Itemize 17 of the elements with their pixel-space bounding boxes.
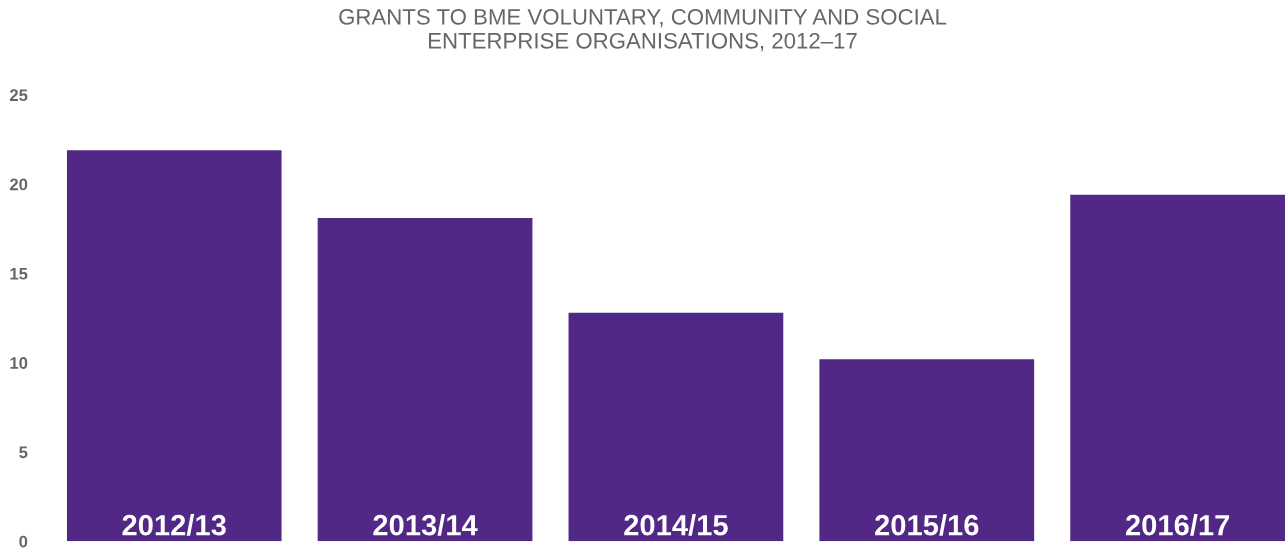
bar bbox=[66, 150, 282, 542]
y-tick-label: 10 bbox=[10, 357, 28, 369]
y-tick-label: 5 bbox=[19, 446, 28, 459]
y-tick-label: 25 bbox=[9, 89, 28, 102]
y-tick-label: 15 bbox=[10, 267, 28, 280]
bar bbox=[317, 218, 533, 542]
bar bbox=[1070, 194, 1285, 542]
x-tick-label: 2015/16 bbox=[875, 514, 979, 536]
x-tick-label: 2012/13 bbox=[122, 514, 226, 536]
y-tick-label: 0 bbox=[19, 535, 28, 548]
y-tick-label: 20 bbox=[9, 178, 28, 191]
x-tick-label: 2013/14 bbox=[373, 514, 478, 536]
bar bbox=[819, 359, 1035, 542]
x-tick-label: 2014/15 bbox=[624, 514, 728, 536]
bar bbox=[568, 312, 784, 542]
x-tick-label: 2016/17 bbox=[1125, 514, 1230, 536]
chart-title: GRANTS TO BME VOLUNTARY, COMMUNITY AND SOCIAL ENTERPRISE ORGANISATIONS, 2012–17 bbox=[339, 8, 947, 52]
